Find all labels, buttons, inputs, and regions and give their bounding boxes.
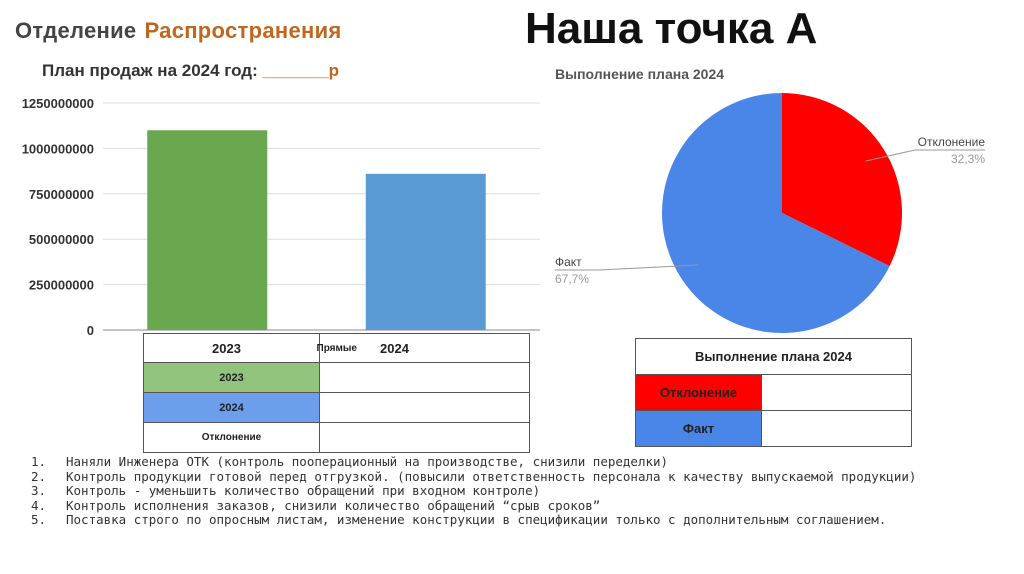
pie-title: Выполнение плана 2024 xyxy=(555,66,724,82)
plan-table-row-label: Отклонение xyxy=(635,374,762,411)
department-heading: Отделение Распространения xyxy=(15,18,342,44)
pie-chart: Выполнение плана 2024 Отклонение 32,3% Факт… xyxy=(555,66,986,333)
sales-table-header: 2023 Прямые 2024 xyxy=(143,333,530,363)
notes-item: 3. Контроль - уменьшить количество обраще… xyxy=(25,484,975,498)
notes-item: 4. Контроль исполнения заказов, снизили к… xyxy=(25,497,975,513)
notes-item-number: 4. xyxy=(31,497,47,513)
sales-table-header-year-2: 2024 xyxy=(380,340,409,356)
notes-item-text: Наняли Инженера ОТК (контроль пооперацио… xyxy=(66,454,669,469)
notes-item-text: Контроль - уменьшить количество обращени… xyxy=(66,483,541,498)
notes-item-number: 3. xyxy=(31,483,47,498)
plan-table-row-value[interactable] xyxy=(761,374,912,411)
bar-ytick-label: 750000000 xyxy=(29,187,94,202)
sales-table-row: 2023 xyxy=(143,362,530,393)
notes-list: 1. Наняли Инженера ОТК (контроль пооперац… xyxy=(25,455,975,528)
plan-table-row: Факт xyxy=(635,410,912,447)
plan-table-row-label: Факт xyxy=(635,410,762,447)
sales-table-header-year-1: 2023 xyxy=(212,340,241,356)
notes-item-number: 1. xyxy=(31,454,47,469)
sales-plan-label: План продаж на 2024 год: xyxy=(42,61,258,80)
bar-ytick-label: 500000000 xyxy=(29,232,94,247)
sales-table-row-value[interactable] xyxy=(319,422,530,453)
notes-item-number: 2. xyxy=(31,468,47,484)
notes-item-text: Контроль продукции готовой перед отгрузк… xyxy=(66,468,917,484)
page-title: Наша точка А xyxy=(525,4,818,53)
department-label: Отделение xyxy=(15,18,137,43)
sales-table-row: Отклонение xyxy=(143,422,530,453)
notes-item: 5. Поставка строго по опросным листам, из… xyxy=(25,513,975,527)
sales-table-header-type: Прямые xyxy=(316,343,358,354)
pie-slice-label: Факт xyxy=(555,255,582,269)
pie-slice-percent: 32,3% xyxy=(951,152,985,166)
bar-2024 xyxy=(365,173,486,330)
sales-plan-value: _______р xyxy=(262,61,340,80)
sales-table-header-cell-1: 2023 Прямые xyxy=(143,333,357,363)
sales-table-row-value[interactable] xyxy=(319,362,530,393)
pie-leader-line xyxy=(599,264,699,271)
plan-table-row-value[interactable] xyxy=(761,410,912,447)
sales-table: 2023 Прямые 2024 2023 2024 Отклонение xyxy=(143,333,530,453)
bar-chart: 1250000000 1000000000 750000000 500000000 25… xyxy=(22,96,540,335)
department-name: Распространения xyxy=(144,18,342,43)
bar-ytick-label: 250000000 xyxy=(29,278,94,293)
sales-table-row-value[interactable] xyxy=(319,392,530,423)
notes-item: 2. Контроль продукции готовой перед отгру… xyxy=(25,468,975,484)
plan-table-header: Выполнение плана 2024 xyxy=(635,338,912,375)
pie-slice-deviation xyxy=(782,93,902,267)
pie-leader-line xyxy=(865,149,916,162)
plan-table-row: Отклонение xyxy=(635,374,912,411)
sales-table-row-label: 2024 xyxy=(143,392,320,423)
notes-item-text: Контроль исполнения заказов, снизили кол… xyxy=(66,497,601,513)
pie-slice-label: Отклонение xyxy=(918,135,986,149)
sales-table-row: 2024 xyxy=(143,392,530,423)
notes-item-number: 5. xyxy=(31,512,47,527)
sales-table-row-label: Отклонение xyxy=(143,422,320,453)
bar-ytick-label: 0 xyxy=(87,323,94,335)
bar-2023 xyxy=(147,130,268,330)
notes-item-text: Поставка строго по опросным листам, изме… xyxy=(66,512,887,527)
sales-table-row-label: 2023 xyxy=(143,362,320,393)
bar-ytick-label: 1250000000 xyxy=(22,96,94,111)
notes-item: 1. Наняли Инженера ОТК (контроль пооперац… xyxy=(25,455,975,469)
plan-table: Выполнение плана 2024 Отклонение Факт xyxy=(635,338,912,447)
pie-slice-fact xyxy=(662,93,890,333)
bar-ytick-label: 1000000000 xyxy=(22,141,94,156)
pie-slice-percent: 67,7% xyxy=(555,272,589,286)
sales-plan-line: План продаж на 2024 год: _______р xyxy=(42,61,339,81)
plan-table-title: Выполнение плана 2024 xyxy=(635,338,912,375)
